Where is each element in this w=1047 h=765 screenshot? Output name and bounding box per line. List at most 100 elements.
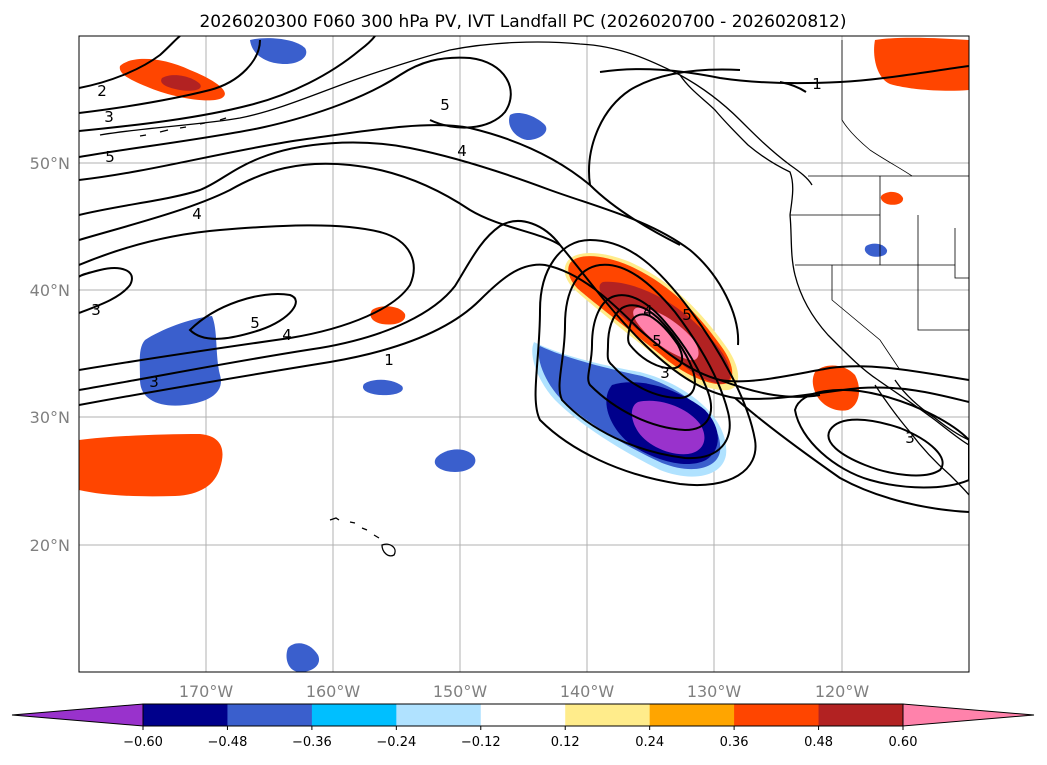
gridlines [79,36,969,672]
colorbar-tick-label: 0.12 [551,735,580,750]
pv-contour-3 [79,224,415,371]
pv-contour-11 [79,36,181,89]
gulf-california-coast [894,379,969,441]
pv-contour-5 [188,293,297,340]
pv-contour-23 [588,68,741,186]
contour-label: 3 [149,373,159,391]
lat-label-30n: 30°N [30,408,70,427]
state-borders [790,40,969,371]
colorbar-segment [903,704,1034,726]
pv-contour-12 [79,36,376,132]
pv-contour-18 [793,389,969,489]
lon-label-120w: 120°W [815,682,870,701]
contour-labels: 1 1 2 3 3 3 3 3 4 4 4 4 5 5 5 5 5 [91,75,915,447]
pv-contour-16 [606,304,696,400]
contour-label: 3 [104,108,114,126]
patch-aleutian-blue [250,38,307,64]
pv-contour-21 [719,379,821,398]
patch-south-blue [286,643,320,672]
patch-idaho-orange [880,191,904,205]
patch-gulf-blue [509,113,547,140]
baja-coast [874,384,969,496]
pv-contour-6 [79,162,561,246]
lat-tick-labels: 50°N 40°N 30°N 20°N [30,154,70,555]
colorbar-tick-label: −0.48 [208,735,248,750]
alaska-canada-border [841,40,913,177]
patch-nw-orange [874,37,969,91]
pv-contour-15 [587,294,712,432]
colorbar-segment [227,704,313,726]
contour-label: 4 [282,326,292,344]
colorbar: −0.60 −0.48 −0.36 −0.24 −0.12 0.12 0.24 0.36 0.4… [11,703,1035,750]
pv-contour-7 [79,141,740,346]
contour-label: 5 [652,332,662,350]
coastlines [99,41,969,557]
pv-contour-14 [558,263,731,460]
colorbar-tick-label: 0.24 [635,735,664,750]
pv-contour-19 [827,418,944,477]
lat-label-40n: 40°N [30,281,70,300]
lat-label-50n: 50°N [30,154,70,173]
patch-baja-orange [812,365,860,411]
pv-contour-24 [779,81,807,93]
colorbar-tick-label: −0.12 [461,735,501,750]
lon-label-140w: 140°W [560,682,615,701]
contour-label: 5 [250,314,260,332]
patch-nevada-blue [864,243,888,257]
pv-contours [79,36,969,513]
map-panel: 1 1 2 3 3 3 3 3 4 4 4 4 5 5 5 5 5 [78,35,970,673]
colorbar-tick-label: −0.60 [123,735,163,750]
colorbar-tick-label: −0.24 [376,735,416,750]
ivt-pc-shading [79,37,969,672]
contour-label: 5 [440,96,450,114]
plot-title: 2026020300 F060 300 hPa PV, IVT Landfall… [199,12,846,32]
contour-label: 3 [660,364,670,382]
pv-contour-20 [734,397,969,513]
pv-contour-10 [79,39,261,114]
colorbar-segment [565,704,651,726]
colorbar-tick-label: 0.60 [889,735,918,750]
lon-label-150w: 150°W [433,682,488,701]
bc-coast [679,74,794,216]
lon-label-170w: 170°W [179,682,234,701]
us-west-coast [789,214,969,446]
pv-contour-13 [534,238,757,487]
colorbar-segment [311,704,397,726]
pv-contour-1 [79,263,969,406]
patch-midpac-blue [362,379,403,396]
patch-sw-orange [79,434,223,497]
colorbar-frame [142,703,904,727]
contour-label: 4 [192,205,202,223]
patch-bering-red-core [161,75,201,91]
colorbar-segment [480,704,566,726]
contour-label: 5 [105,148,115,166]
colorbar-segment [143,704,228,726]
colorbar-segment [649,704,735,726]
contour-label: 3 [91,301,101,319]
contour-label: 4 [643,302,653,320]
colorbar-segment [734,704,820,726]
contour-label: 2 [97,82,107,100]
pv-contour-9 [79,56,512,158]
patch-hawaii-blue [434,449,476,472]
contour-label: 1 [812,75,822,93]
pv-contour-17 [627,313,684,370]
map-frame [78,35,970,673]
colorbar-segment [12,704,143,726]
map-background [79,36,969,672]
lon-label-160w: 160°W [306,682,361,701]
aleutian-islands [139,117,227,137]
lon-tick-labels: 170°W 160°W 150°W 140°W 130°W 120°W [179,682,870,701]
hawaii-islands [329,517,396,557]
colorbar-segment [818,704,904,726]
contour-label: 4 [457,142,467,160]
contour-label: 1 [384,351,394,369]
contour-label: 3 [905,429,915,447]
alaska-coast [99,41,813,186]
colorbar-segment [396,704,482,726]
colorbar-tick-label: 0.36 [720,735,749,750]
colorbar-tick-label: −0.36 [292,735,332,750]
colorbar-tick-label: 0.48 [804,735,833,750]
pv-contour-4 [79,267,133,314]
